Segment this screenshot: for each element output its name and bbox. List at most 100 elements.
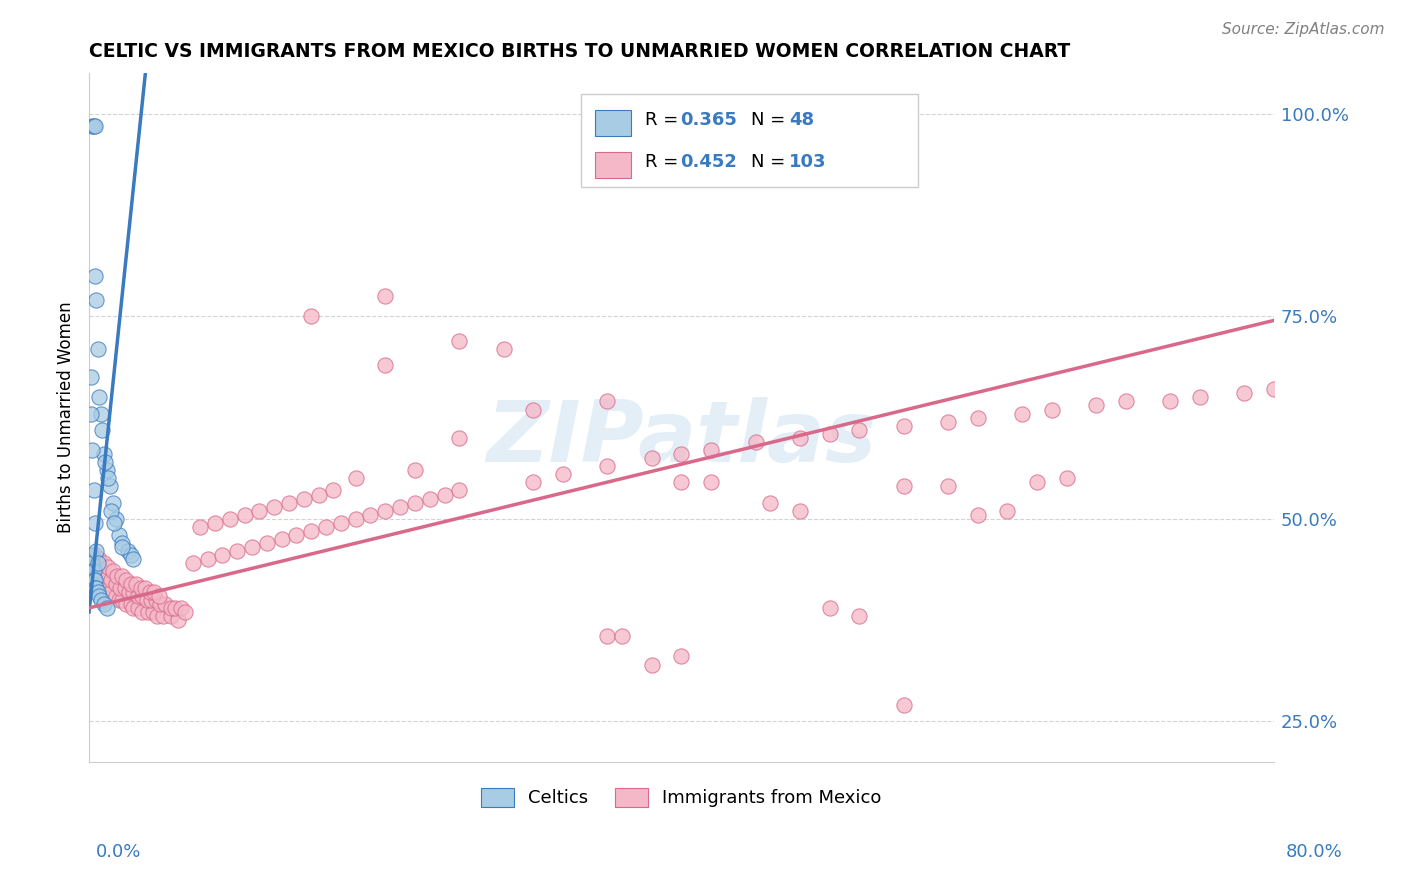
Point — [114, 581, 136, 595]
Point — [848, 423, 870, 437]
Point — [125, 576, 148, 591]
Text: 0.365: 0.365 — [681, 112, 737, 129]
Point — [93, 597, 115, 611]
Point — [122, 584, 145, 599]
Point — [111, 568, 134, 582]
Point — [131, 589, 153, 603]
Point — [145, 592, 167, 607]
Point — [278, 495, 301, 509]
Point — [170, 601, 193, 615]
Point — [247, 504, 270, 518]
Point — [299, 524, 322, 538]
Point — [159, 609, 181, 624]
Point — [117, 544, 139, 558]
Point — [141, 592, 163, 607]
Point — [115, 597, 138, 611]
Point — [744, 434, 766, 449]
Point — [966, 508, 988, 522]
Point — [86, 581, 108, 595]
Point — [103, 516, 125, 530]
Point — [1233, 386, 1256, 401]
Point — [93, 557, 115, 571]
Point — [87, 560, 110, 574]
Point — [111, 540, 134, 554]
Point — [96, 463, 118, 477]
Point — [1188, 390, 1211, 404]
Text: 0.452: 0.452 — [681, 153, 737, 171]
Point — [818, 426, 841, 441]
FancyBboxPatch shape — [581, 94, 918, 187]
Point — [389, 500, 412, 514]
Point — [152, 609, 174, 624]
Point — [80, 442, 103, 457]
Point — [641, 451, 664, 466]
Point — [218, 512, 240, 526]
Point — [374, 289, 396, 303]
Point — [96, 581, 118, 595]
Point — [86, 544, 108, 558]
Point — [129, 581, 152, 595]
Point — [83, 557, 105, 571]
Point — [90, 407, 112, 421]
FancyBboxPatch shape — [595, 152, 630, 178]
Point — [233, 508, 256, 522]
Point — [149, 597, 172, 611]
Point — [263, 500, 285, 514]
Point — [146, 609, 169, 624]
Point — [522, 402, 544, 417]
Point — [848, 609, 870, 624]
Text: CELTIC VS IMMIGRANTS FROM MEXICO BIRTHS TO UNMARRIED WOMEN CORRELATION CHART: CELTIC VS IMMIGRANTS FROM MEXICO BIRTHS … — [89, 42, 1070, 61]
Point — [240, 540, 263, 554]
Point — [671, 447, 693, 461]
Point — [120, 548, 142, 562]
Point — [84, 548, 107, 562]
Text: 0.0%: 0.0% — [96, 843, 141, 861]
Point — [449, 334, 471, 348]
Point — [285, 528, 308, 542]
Point — [90, 592, 112, 607]
Point — [127, 589, 149, 603]
Point — [93, 576, 115, 591]
Point — [83, 565, 105, 579]
Point — [167, 613, 190, 627]
Text: R =: R = — [645, 153, 683, 171]
Point — [90, 573, 112, 587]
Point — [1040, 402, 1063, 417]
Point — [596, 394, 619, 409]
Point — [120, 597, 142, 611]
Point — [108, 581, 131, 595]
Text: N =: N = — [751, 112, 792, 129]
Point — [91, 423, 114, 437]
Point — [83, 573, 105, 587]
Point — [936, 479, 959, 493]
Point — [492, 342, 515, 356]
Point — [101, 495, 124, 509]
Point — [1085, 399, 1108, 413]
Text: N =: N = — [751, 153, 792, 171]
Point — [700, 475, 723, 490]
Point — [104, 589, 127, 603]
Point — [789, 431, 811, 445]
Point — [292, 491, 315, 506]
Point — [344, 471, 367, 485]
Point — [163, 601, 186, 615]
Point — [79, 565, 101, 579]
Point — [148, 589, 170, 603]
Point — [115, 573, 138, 587]
Point — [118, 584, 141, 599]
Point — [789, 504, 811, 518]
Text: R =: R = — [645, 112, 683, 129]
Point — [404, 463, 426, 477]
Point — [104, 512, 127, 526]
Point — [143, 584, 166, 599]
Point — [96, 601, 118, 615]
Point — [893, 698, 915, 712]
Point — [188, 520, 211, 534]
Text: Source: ZipAtlas.com: Source: ZipAtlas.com — [1222, 22, 1385, 37]
Point — [211, 548, 233, 562]
Point — [91, 565, 114, 579]
Point — [995, 504, 1018, 518]
Point — [1025, 475, 1047, 490]
Text: ZIPatlas: ZIPatlas — [486, 397, 876, 480]
Point — [105, 568, 128, 582]
